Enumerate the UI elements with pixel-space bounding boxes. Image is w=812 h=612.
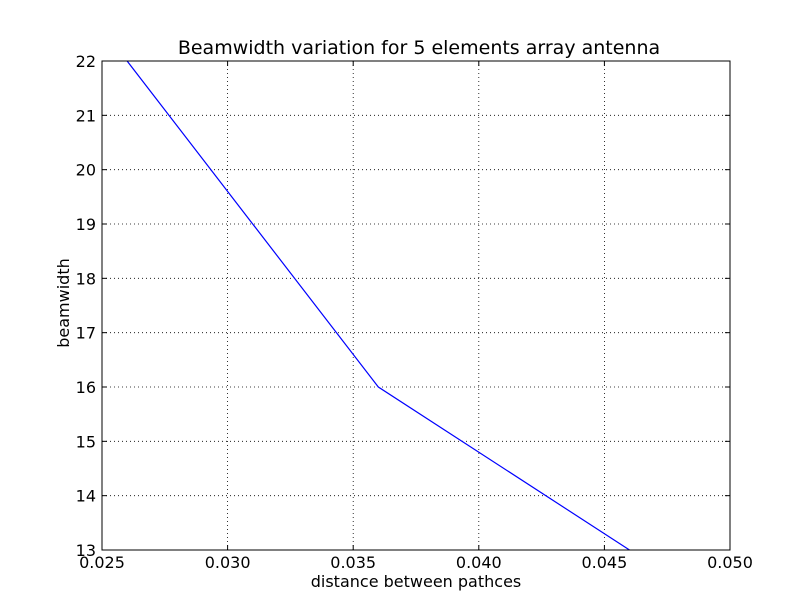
- plot-frame: [101, 60, 731, 551]
- y-axis-title: beamwidth: [54, 258, 73, 348]
- grid-lines: [101, 60, 731, 551]
- y-tick-label: 19: [76, 215, 96, 234]
- x-tick-label: 0.045: [581, 553, 627, 572]
- axis-ticks: 0.025 0.030 0.035 0.040 0.045 0.050 13 14 15 16 17…: [76, 52, 753, 572]
- x-tick-label: 0.025: [79, 553, 125, 572]
- series-line: [126, 60, 630, 551]
- y-tick-label: 16: [76, 378, 96, 397]
- x-axis-title: distance between pathces: [311, 572, 522, 591]
- chart-title: Beamwidth variation for 5 elements array…: [178, 37, 660, 59]
- x-tick-label: 0.035: [330, 553, 376, 572]
- y-tick-label: 13: [76, 541, 96, 560]
- y-tick-label: 18: [76, 269, 96, 288]
- y-tick-label: 14: [76, 487, 96, 506]
- x-tick-label: 0.050: [707, 553, 753, 572]
- series-layer: [126, 60, 630, 551]
- x-tick-label: 0.030: [205, 553, 251, 572]
- y-tick-label: 21: [76, 106, 96, 125]
- y-tick-label: 15: [76, 432, 96, 451]
- y-tick-label: 17: [76, 324, 96, 343]
- x-tick-label: 0.040: [456, 553, 502, 572]
- y-tick-label: 20: [76, 161, 96, 180]
- y-tick-label: 22: [76, 52, 96, 71]
